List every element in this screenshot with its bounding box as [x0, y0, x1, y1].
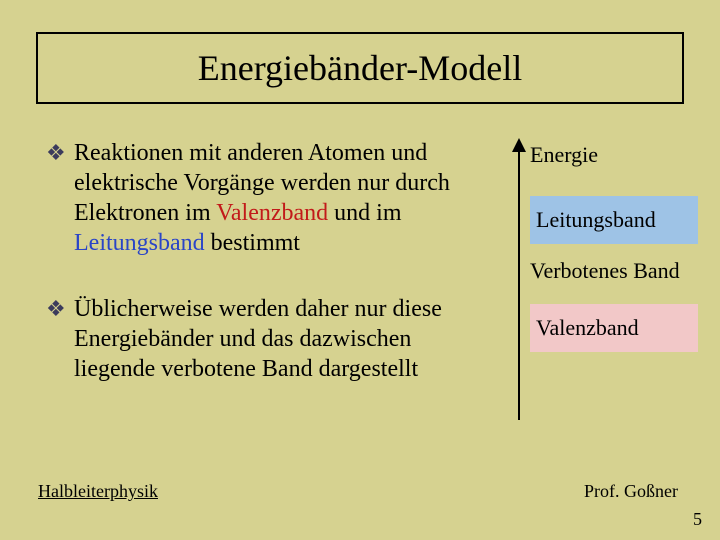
- energy-axis: [518, 140, 520, 420]
- list-item: ❖ Üblicherweise werden daher nur diese E…: [46, 294, 486, 384]
- energy-band-diagram: Energie Leitungsband Verbotenes Band Val…: [510, 140, 700, 420]
- diamond-icon: ❖: [46, 294, 74, 384]
- diamond-icon: ❖: [46, 138, 74, 258]
- text-fragment: dargestellt: [313, 356, 419, 382]
- axis-label: Energie: [530, 142, 598, 168]
- conduction-band: Leitungsband: [530, 196, 698, 244]
- text-fragment: und im: [328, 200, 401, 226]
- footer-author: Prof. Goßner: [584, 481, 678, 502]
- list-item: ❖ Reaktionen mit anderen Atomen und elek…: [46, 138, 486, 258]
- slide: Energiebänder-Modell ❖ Reaktionen mit an…: [0, 0, 720, 540]
- footer-subject: Halbleiterphysik: [38, 481, 158, 502]
- valence-band: Valenzband: [530, 304, 698, 352]
- title-box: Energiebänder-Modell: [36, 32, 684, 104]
- text-fragment: bestimmt: [205, 230, 300, 256]
- band-gap-label: Verbotenes Band: [530, 258, 680, 284]
- page-title: Energiebänder-Modell: [198, 47, 523, 89]
- highlight-valenzband: Valenzband: [216, 200, 328, 226]
- page-number: 5: [693, 509, 702, 530]
- highlight-verbotene: verbotene Band: [161, 356, 312, 382]
- bullet-text-1: Reaktionen mit anderen Atomen und elektr…: [74, 138, 486, 258]
- bullet-text-2: Üblicherweise werden daher nur diese Ene…: [74, 294, 486, 384]
- highlight-leitungsband: Leitungsband: [74, 230, 205, 256]
- bullet-list: ❖ Reaktionen mit anderen Atomen und elek…: [46, 138, 486, 420]
- arrow-up-icon: [512, 138, 526, 152]
